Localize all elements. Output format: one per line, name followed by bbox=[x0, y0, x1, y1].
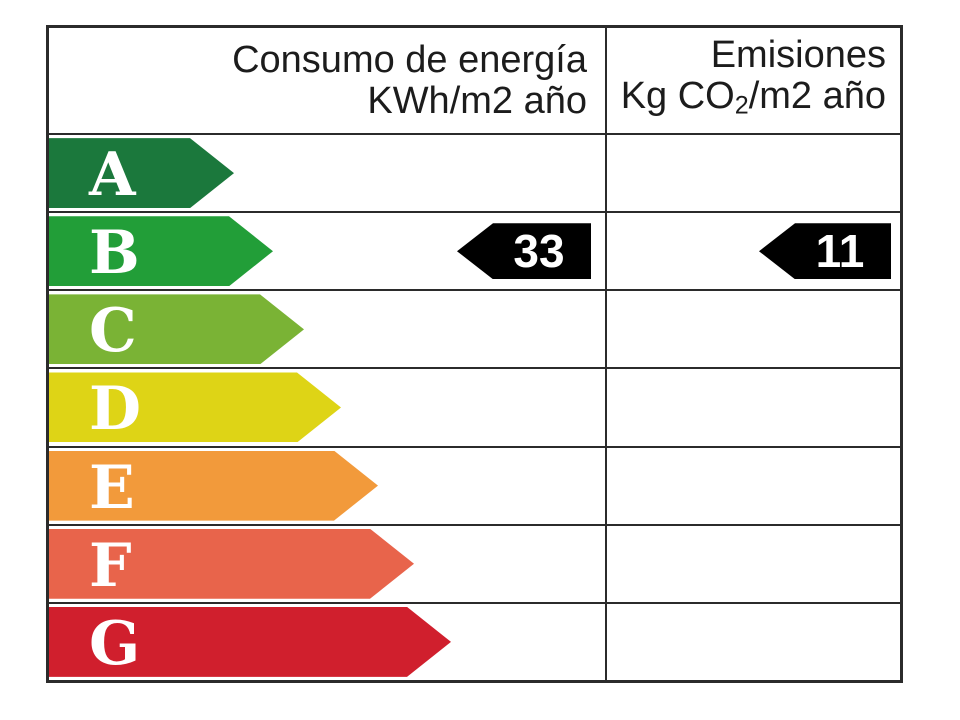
co2-subscript: 2 bbox=[734, 91, 749, 120]
rating-cell-a: A bbox=[49, 135, 607, 212]
consumption-header: Consumo de energía KWh/m2 año bbox=[49, 28, 607, 133]
rating-row-b: B 33 11 bbox=[49, 211, 900, 290]
emissions-value-arrow: 11 bbox=[759, 223, 891, 280]
rating-row-e: E bbox=[49, 445, 900, 524]
rating-arrow-b: B bbox=[49, 216, 273, 286]
emissions-header: Emisiones Kg CO2/m2 año bbox=[607, 28, 900, 133]
rating-cell-e: E bbox=[49, 447, 607, 524]
rating-letter-b: B bbox=[89, 218, 140, 289]
rating-letter-c: C bbox=[89, 296, 137, 367]
emissions-cell-d bbox=[607, 369, 900, 445]
consumption-header-line2: KWh/m2 año bbox=[367, 79, 587, 122]
rating-letter-a: A bbox=[89, 140, 136, 211]
consumption-value-arrow: 33 bbox=[457, 223, 591, 280]
rating-letter-f: F bbox=[89, 530, 132, 601]
rating-arrow-e: E bbox=[49, 451, 378, 521]
rating-row-a: A bbox=[49, 133, 900, 212]
rating-arrow-g: G bbox=[49, 607, 451, 677]
emissions-cell-e bbox=[607, 448, 900, 524]
rating-cell-g: G bbox=[49, 603, 607, 680]
rating-letter-d: D bbox=[89, 374, 142, 445]
rating-cell-f: F bbox=[49, 525, 607, 602]
rating-row-g: G bbox=[49, 601, 900, 680]
rating-row-c: C bbox=[49, 289, 900, 368]
emissions-cell-f bbox=[607, 526, 900, 602]
rating-arrow-a: A bbox=[49, 138, 234, 208]
rating-rows: A B 33 11 C bbox=[49, 133, 900, 680]
emissions-cell-g bbox=[607, 604, 900, 680]
rating-letter-g: G bbox=[89, 608, 141, 679]
rating-cell-c: C bbox=[49, 291, 607, 368]
rating-arrow-d: D bbox=[49, 372, 341, 442]
rating-arrow-c: C bbox=[49, 294, 304, 364]
consumption-value: 33 bbox=[513, 225, 565, 278]
emissions-cell-a bbox=[607, 135, 900, 211]
rating-row-f: F bbox=[49, 523, 900, 602]
consumption-header-line1: Consumo de energía bbox=[232, 38, 587, 81]
energy-label-table: Consumo de energía KWh/m2 año Emisiones … bbox=[46, 25, 903, 683]
rating-cell-b: B 33 bbox=[49, 213, 607, 290]
rating-row-d: D bbox=[49, 367, 900, 446]
emissions-header-line1: Emisiones bbox=[710, 33, 886, 76]
rating-letter-e: E bbox=[89, 452, 135, 523]
emissions-value: 11 bbox=[815, 225, 865, 278]
header-row: Consumo de energía KWh/m2 año Emisiones … bbox=[49, 28, 900, 133]
rating-arrow-f: F bbox=[49, 529, 414, 599]
emissions-header-line2: Kg CO2/m2 año bbox=[620, 74, 886, 120]
emissions-cell-b: 11 bbox=[607, 213, 900, 289]
rating-cell-d: D bbox=[49, 369, 607, 446]
emissions-cell-c bbox=[607, 291, 900, 367]
